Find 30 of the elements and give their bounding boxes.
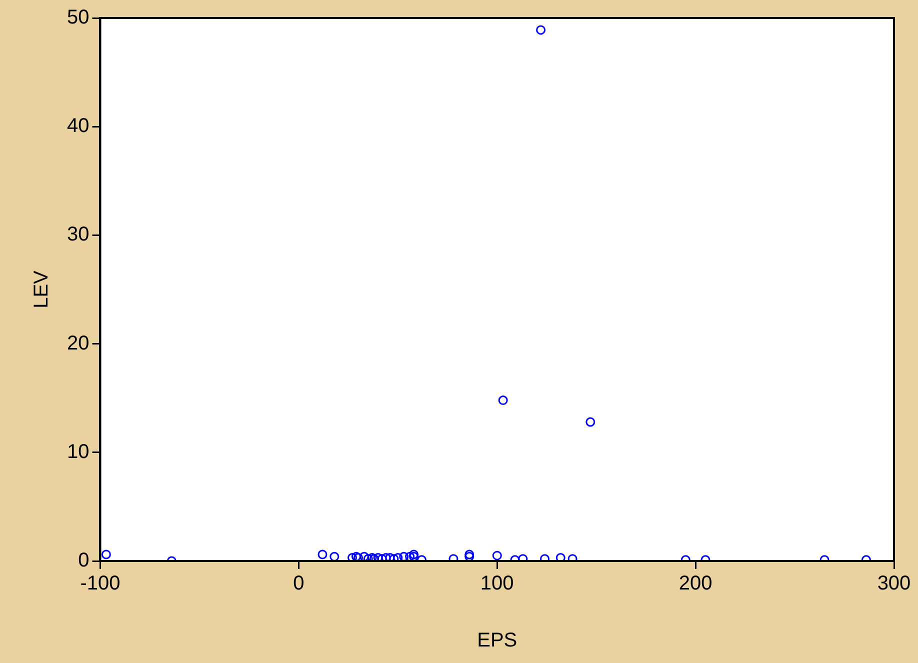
point	[568, 554, 578, 561]
point	[399, 552, 409, 561]
y-tick-label: 50	[66, 6, 90, 29]
y-tick-label: 20	[66, 332, 90, 354]
point	[536, 25, 546, 35]
x-axis-title: EPS	[477, 630, 518, 652]
point	[492, 550, 502, 560]
point	[586, 417, 596, 427]
y-tick-label: 0	[78, 550, 90, 572]
point	[363, 554, 373, 561]
x-tick-label: 300	[877, 572, 911, 595]
point	[540, 554, 550, 561]
point	[518, 554, 528, 561]
x-tick-label: -100	[80, 572, 120, 595]
point	[448, 554, 458, 561]
point	[318, 550, 328, 560]
point	[405, 552, 415, 561]
point	[351, 552, 361, 561]
y-tick-label: 10	[66, 440, 90, 463]
x-tick-label: 0	[293, 572, 304, 595]
point	[348, 552, 358, 561]
point	[101, 550, 111, 560]
y-axis-title: LEV	[30, 270, 53, 308]
point	[556, 552, 566, 561]
point	[498, 396, 508, 406]
x-tick-label: 100	[480, 572, 514, 595]
x-tick-label: 200	[678, 572, 712, 595]
y-tick-label: 30	[66, 224, 90, 246]
y-tick-label: 40	[66, 115, 90, 138]
point	[330, 552, 340, 561]
